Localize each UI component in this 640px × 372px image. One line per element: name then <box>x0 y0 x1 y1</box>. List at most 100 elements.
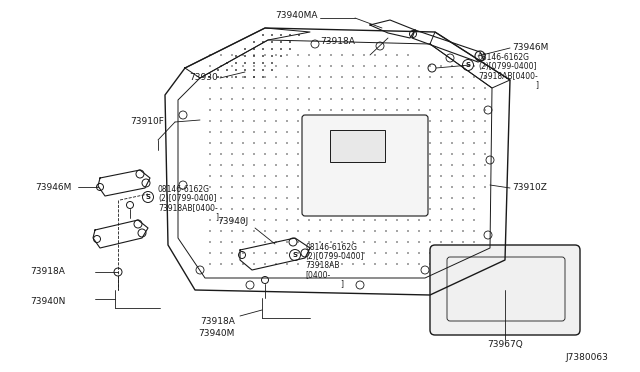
Circle shape <box>275 153 276 155</box>
Circle shape <box>298 120 299 122</box>
Circle shape <box>419 87 420 89</box>
Circle shape <box>484 98 486 100</box>
Text: 08146-6162G: 08146-6162G <box>158 186 210 195</box>
Circle shape <box>419 241 420 243</box>
Circle shape <box>244 76 246 78</box>
Circle shape <box>275 263 276 265</box>
Circle shape <box>220 241 221 243</box>
Circle shape <box>364 65 365 67</box>
Circle shape <box>286 87 288 89</box>
Circle shape <box>243 120 244 122</box>
Circle shape <box>451 175 452 177</box>
Circle shape <box>275 230 276 232</box>
Circle shape <box>243 219 244 221</box>
Circle shape <box>209 186 211 188</box>
Text: 73967Q: 73967Q <box>487 340 523 350</box>
Circle shape <box>231 208 233 210</box>
Circle shape <box>385 197 387 199</box>
Circle shape <box>275 241 276 243</box>
Circle shape <box>244 69 246 71</box>
Circle shape <box>253 197 255 199</box>
Circle shape <box>440 230 442 232</box>
Circle shape <box>319 54 321 56</box>
Circle shape <box>308 153 310 155</box>
Circle shape <box>364 120 365 122</box>
Circle shape <box>451 252 452 254</box>
Circle shape <box>364 142 365 144</box>
Circle shape <box>308 76 310 78</box>
Circle shape <box>385 98 387 100</box>
Circle shape <box>462 197 464 199</box>
Circle shape <box>385 65 387 67</box>
Circle shape <box>429 186 431 188</box>
Circle shape <box>231 98 233 100</box>
Circle shape <box>209 164 211 166</box>
Circle shape <box>253 98 255 100</box>
Text: 73946M: 73946M <box>35 183 72 192</box>
Circle shape <box>275 219 276 221</box>
Text: (2)[0799-0400]: (2)[0799-0400] <box>478 62 536 71</box>
Circle shape <box>271 69 273 71</box>
Circle shape <box>374 98 376 100</box>
Circle shape <box>209 197 211 199</box>
Text: ]: ] <box>340 279 343 289</box>
Circle shape <box>419 263 420 265</box>
Circle shape <box>451 263 452 265</box>
Circle shape <box>286 142 288 144</box>
Circle shape <box>330 197 332 199</box>
Circle shape <box>298 153 299 155</box>
Circle shape <box>396 208 397 210</box>
Text: (2)[0799-0400]: (2)[0799-0400] <box>305 253 364 262</box>
Circle shape <box>308 98 310 100</box>
Circle shape <box>385 186 387 188</box>
Circle shape <box>319 164 321 166</box>
Circle shape <box>330 87 332 89</box>
Circle shape <box>308 54 310 56</box>
Circle shape <box>298 197 299 199</box>
Circle shape <box>220 219 221 221</box>
Circle shape <box>220 142 221 144</box>
Circle shape <box>231 54 233 56</box>
Circle shape <box>385 142 387 144</box>
Circle shape <box>484 87 486 89</box>
Circle shape <box>253 241 255 243</box>
Circle shape <box>385 208 387 210</box>
Circle shape <box>385 263 387 265</box>
Circle shape <box>209 153 211 155</box>
Circle shape <box>308 142 310 144</box>
Text: S: S <box>292 252 298 258</box>
Circle shape <box>451 65 452 67</box>
Circle shape <box>440 197 442 199</box>
Circle shape <box>419 208 420 210</box>
Circle shape <box>298 76 299 78</box>
Circle shape <box>226 62 228 64</box>
Circle shape <box>275 87 276 89</box>
Circle shape <box>209 230 211 232</box>
Circle shape <box>474 263 475 265</box>
Circle shape <box>262 69 264 71</box>
Circle shape <box>374 65 376 67</box>
Circle shape <box>419 109 420 111</box>
Circle shape <box>264 241 266 243</box>
Circle shape <box>220 65 221 67</box>
Circle shape <box>253 65 255 67</box>
Circle shape <box>352 54 354 56</box>
Circle shape <box>352 241 354 243</box>
Circle shape <box>364 230 365 232</box>
Circle shape <box>374 54 376 56</box>
Circle shape <box>451 109 452 111</box>
Circle shape <box>440 208 442 210</box>
Circle shape <box>474 230 475 232</box>
Circle shape <box>396 120 397 122</box>
Circle shape <box>341 131 342 133</box>
Circle shape <box>352 76 354 78</box>
Circle shape <box>407 153 409 155</box>
Circle shape <box>264 219 266 221</box>
Circle shape <box>275 197 276 199</box>
Circle shape <box>220 120 221 122</box>
Circle shape <box>286 252 288 254</box>
Circle shape <box>243 131 244 133</box>
Circle shape <box>235 55 237 57</box>
Text: (2)[0799-0400]: (2)[0799-0400] <box>158 195 216 203</box>
Circle shape <box>374 109 376 111</box>
